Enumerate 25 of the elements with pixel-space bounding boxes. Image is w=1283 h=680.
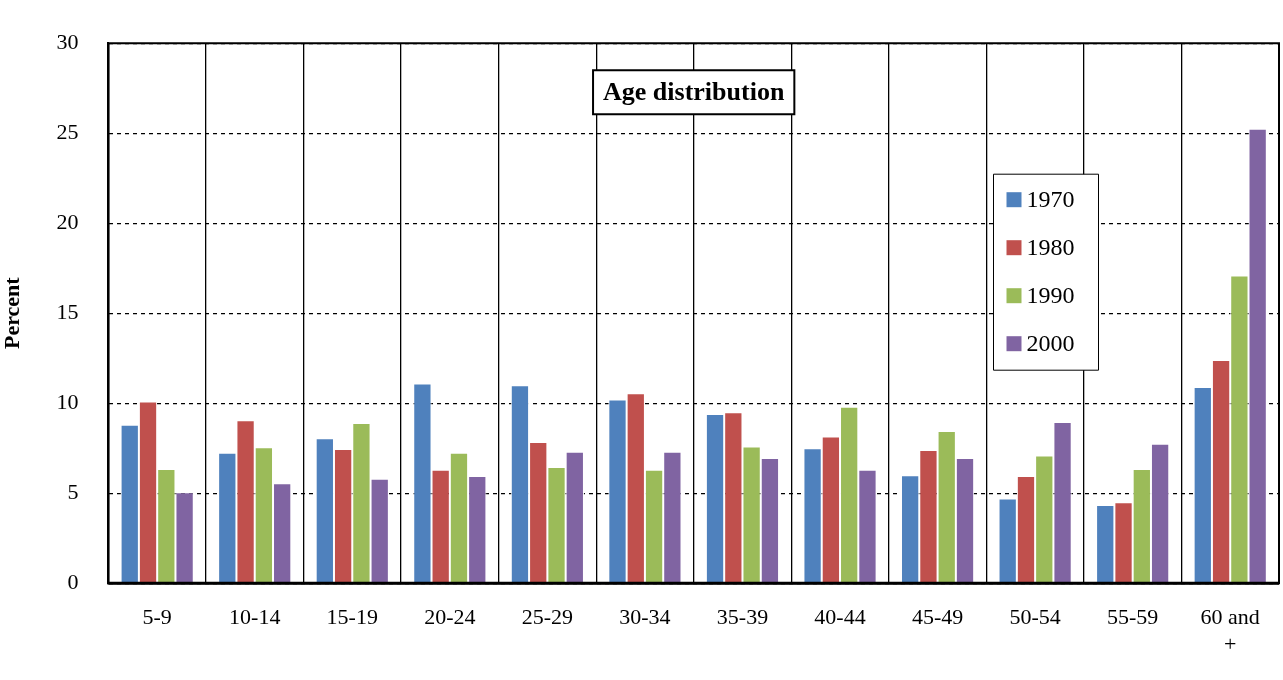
legend-label: 2000 (1026, 330, 1075, 357)
y-axis-title: Percent (0, 276, 24, 350)
legend-label: 1990 (1026, 282, 1075, 309)
x-tick-label: 15-19 (326, 604, 378, 630)
y-tick-label: 5 (67, 478, 79, 504)
legend-label: 1980 (1026, 234, 1075, 261)
x-tick-label: 45-49 (911, 604, 964, 630)
x-tick-label: 30-34 (619, 604, 671, 630)
y-tick-label: 0 (67, 568, 79, 594)
x-tick-label: 55-59 (1107, 604, 1159, 630)
x-tick-label: 5-9 (142, 604, 172, 630)
x-tick-label: 60 and + (1200, 604, 1260, 656)
y-tick-label: 15 (56, 298, 79, 324)
legend-label: 1970 (1026, 186, 1075, 213)
x-tick-label: 50-54 (1009, 604, 1061, 630)
y-tick-label: 25 (56, 118, 79, 144)
x-tick-label: 40-44 (814, 604, 866, 630)
x-tick-label: 35-39 (716, 604, 769, 630)
text: Age distribution (603, 76, 785, 106)
x-tick-label: 20-24 (424, 604, 476, 630)
x-tick-label: 25-29 (521, 604, 574, 630)
y-tick-label: 20 (56, 208, 79, 234)
y-tick-label: 30 (56, 28, 79, 54)
y-tick-label: 10 (56, 388, 79, 414)
x-tick-label: 10-14 (229, 604, 281, 630)
